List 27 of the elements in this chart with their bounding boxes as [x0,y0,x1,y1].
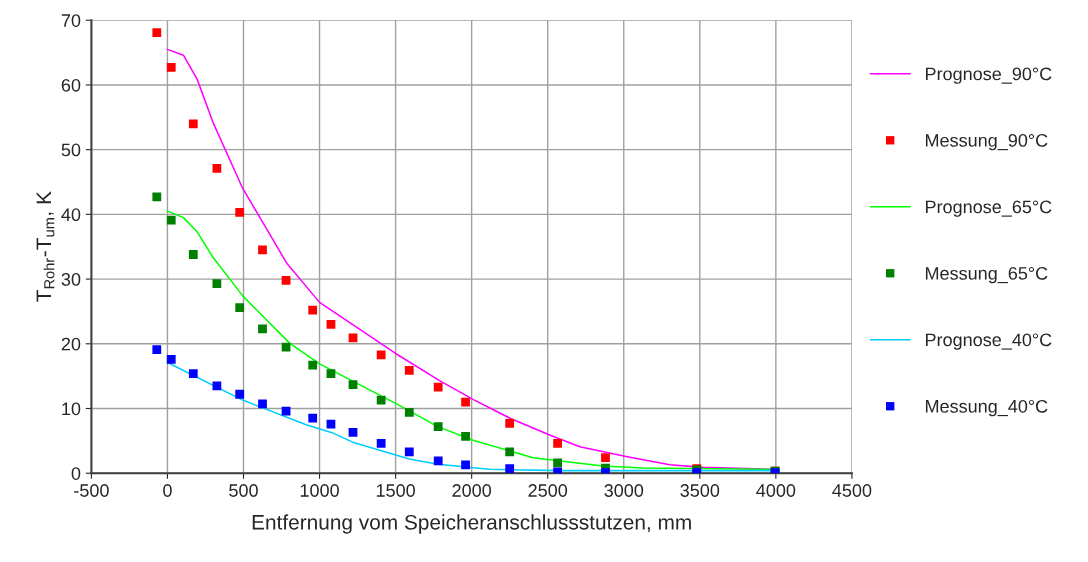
legend-label: Prognose_40°C [925,333,1052,350]
x-tick-label: 2500 [528,484,568,497]
x-tick-label: 3500 [680,484,720,497]
y-axis-title: T$_{Rohr}$-T$_{um}$, K [36,191,55,302]
x-tick-label: 4500 [832,484,872,497]
y-tick-label: 20 [61,337,81,351]
legend-label: Prognose_90°C [925,67,1052,84]
legend-label: Prognose_65°C [925,200,1052,217]
legend-label: Messung_40°C [925,399,1048,417]
x-tick-label: 4000 [756,484,796,497]
legend-label: Messung_65°C [925,266,1048,284]
x-tick-label: 500 [229,484,258,497]
y-tick-label: 60 [61,78,81,92]
legend-label: Messung_90°C [925,134,1048,151]
y-tick-label: 70 [61,14,81,27]
y-tick-label: 40 [61,208,81,222]
x-tick-label: 2000 [452,484,492,497]
x-tick-label: 3000 [604,484,644,497]
y-tick-label: 30 [61,273,81,286]
y-tick-label: 10 [62,402,81,416]
x-axis-title: Entfernung vom Speicheranschlussstutzen, mm [252,514,691,534]
x-tick-label: -500 [74,484,109,497]
y-tick-label: 0 [71,467,81,480]
x-tick-label: 0 [163,484,172,497]
x-tick-label: 1000 [300,484,339,497]
y-tick-label: 50 [61,143,81,157]
x-tick-label: 1500 [376,484,415,497]
